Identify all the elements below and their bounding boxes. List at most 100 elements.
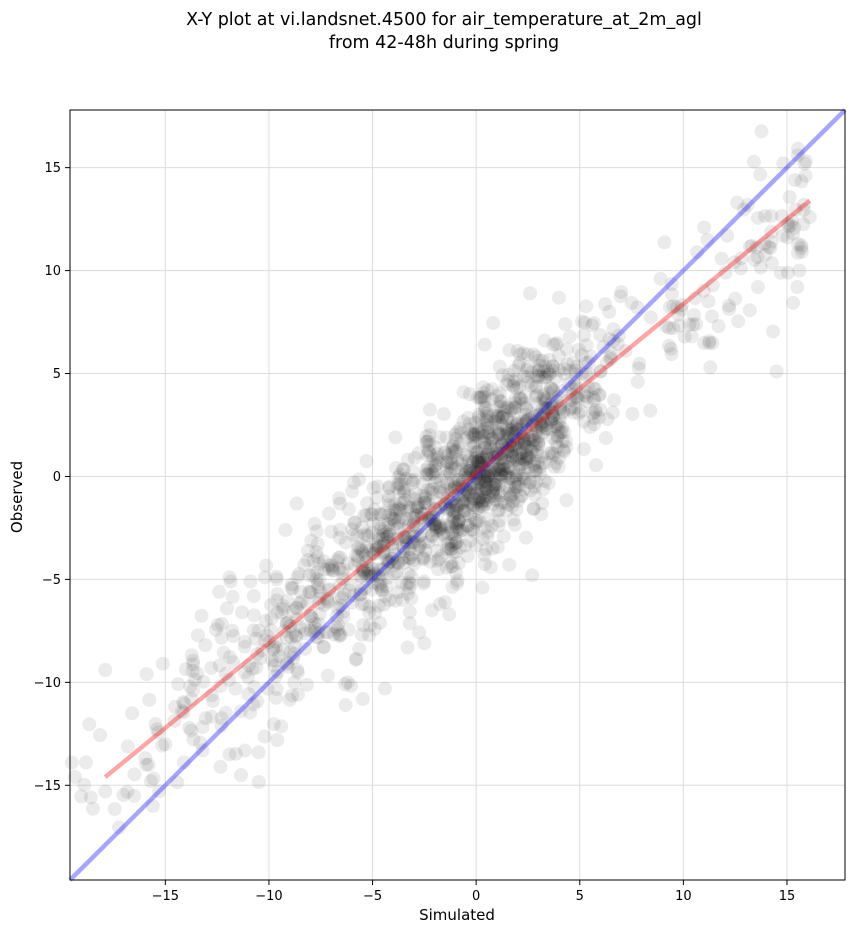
scatter-point [397, 530, 412, 545]
scatter-point [480, 447, 495, 462]
scatter-point [422, 438, 437, 453]
scatter-point [260, 681, 275, 696]
scatter-point [311, 580, 326, 595]
scatter-point [310, 630, 325, 645]
scatter-point [83, 790, 98, 805]
scatter-point [430, 447, 445, 462]
scatter-point [190, 628, 205, 643]
scatter-point [223, 574, 238, 589]
scatter-point [507, 438, 522, 453]
scatter-point [531, 429, 546, 444]
scatter-point [453, 436, 468, 451]
scatter-point [450, 424, 465, 439]
scatter-point [385, 552, 400, 567]
scatter-point [402, 575, 417, 590]
scatter-point [462, 509, 477, 524]
scatter-point [468, 538, 483, 553]
scatter-point [614, 285, 629, 300]
scatter-point [64, 755, 79, 770]
scatter-point [546, 409, 561, 424]
scatter-point [526, 459, 541, 474]
scatter-point [212, 584, 227, 599]
scatter-point [588, 403, 603, 418]
scatter-point [453, 426, 468, 441]
scatter-point [479, 406, 494, 421]
scatter-point [455, 522, 470, 537]
scatter-point [568, 363, 583, 378]
scatter-point [461, 422, 476, 437]
scatter-point [332, 561, 347, 576]
scatter-point [424, 514, 439, 529]
scatter-point [431, 562, 446, 577]
scatter-point [333, 522, 348, 537]
scatter-point [257, 570, 272, 585]
scatter-point [449, 519, 464, 534]
scatter-point [545, 363, 560, 378]
scatter-point [155, 656, 170, 671]
scatter-point [307, 620, 322, 635]
scatter-point [420, 460, 435, 475]
scatter-point [391, 477, 406, 492]
scatter-point [516, 482, 531, 497]
scatter-point [393, 477, 408, 492]
x-tick-label: −10 [255, 889, 282, 904]
scatter-point [480, 413, 495, 428]
scatter-point [396, 462, 411, 477]
scatter-point [541, 476, 556, 491]
scatter-point [587, 411, 602, 426]
scatter-point [321, 595, 336, 610]
scatter-point [490, 427, 505, 442]
scatter-point [516, 469, 531, 484]
scatter-point [722, 302, 737, 317]
scatter-point [213, 678, 228, 693]
scatter-point [497, 495, 512, 510]
scatter-point [222, 747, 237, 762]
scatter-point [434, 548, 449, 563]
scatter-point [353, 586, 368, 601]
scatter-point [472, 430, 487, 445]
scatter-point [689, 317, 704, 332]
scatter-point [474, 389, 489, 404]
scatter-point [432, 597, 447, 612]
scatter-point [355, 559, 370, 574]
scatter-point [466, 492, 481, 507]
scatter-point [665, 287, 680, 302]
scatter-point [499, 466, 514, 481]
scatter-point [316, 639, 331, 654]
scatter-point [185, 663, 200, 678]
scatter-point [509, 421, 524, 436]
scatter-point [225, 623, 240, 638]
scatter-point [507, 392, 522, 407]
scatter-point [477, 548, 492, 563]
scatter-point [421, 434, 436, 449]
scatter-point [480, 529, 495, 544]
y-tick-label: 15 [44, 161, 61, 176]
scatter-point [740, 197, 755, 212]
scatter-point [484, 468, 499, 483]
scatter-point [512, 391, 527, 406]
scatter-point [184, 723, 199, 738]
scatter-point [449, 444, 464, 459]
scatter-points [64, 124, 817, 835]
scatter-point [546, 411, 561, 426]
scatter-point [384, 510, 399, 525]
scatter-point [445, 503, 460, 518]
scatter-point [500, 426, 515, 441]
scatter-point [385, 551, 400, 566]
scatter-point [489, 449, 504, 464]
scatter-point [482, 489, 497, 504]
scatter-point [280, 655, 295, 670]
scatter-point [517, 407, 532, 422]
scatter-point [311, 625, 326, 640]
scatter-point [566, 355, 581, 370]
scatter-point [378, 505, 393, 520]
scatter-point [279, 630, 294, 645]
scatter-point [439, 430, 454, 445]
scatter-point [475, 425, 490, 440]
scatter-point [359, 540, 374, 555]
scatter-point [237, 743, 252, 758]
scatter-point [460, 449, 475, 464]
scatter-point [158, 737, 173, 752]
scatter-point [404, 547, 419, 562]
scatter-point [758, 247, 773, 262]
